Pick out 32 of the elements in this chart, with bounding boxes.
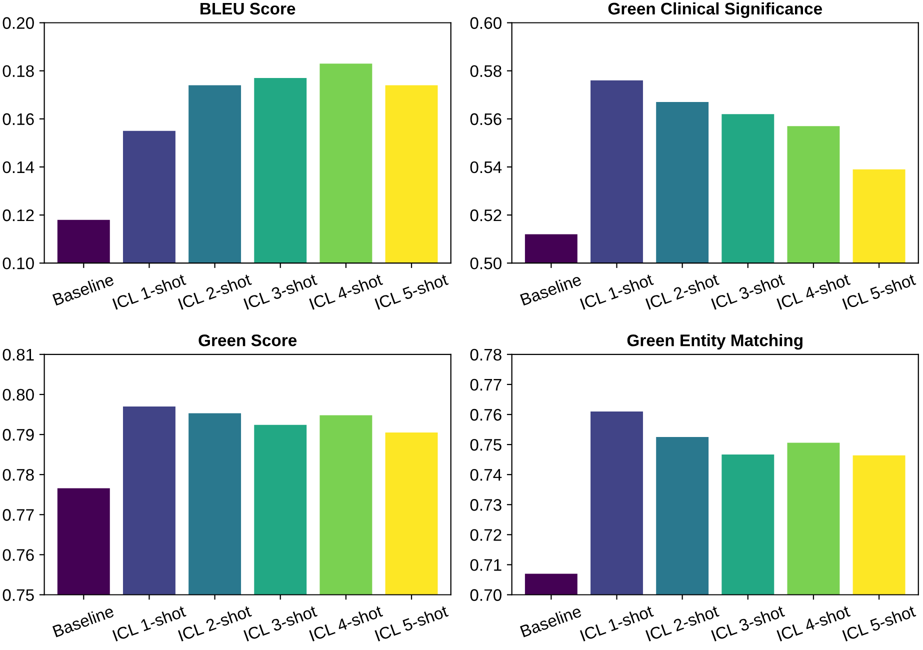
y-tick-label: 0.76 xyxy=(2,549,34,561)
y-tick-label: 0.78 xyxy=(2,468,34,481)
y-tick-label: 0.20 xyxy=(2,17,34,29)
y-tick-label: 0.52 xyxy=(470,209,502,222)
y-tick-label: 0.75 xyxy=(2,589,34,601)
y-tick-label: 0.78 xyxy=(470,348,502,361)
y-tick-label: 0.79 xyxy=(2,428,34,441)
y-tick-label: 0.12 xyxy=(2,209,34,222)
y-tick-label: 0.80 xyxy=(2,388,34,401)
y-tick-label: 0.77 xyxy=(470,378,502,391)
y-tick-label: 0.71 xyxy=(470,559,502,571)
chart-title: Green Score xyxy=(198,334,297,346)
y-tick-label: 0.16 xyxy=(2,113,34,126)
y-tick-label: 0.54 xyxy=(470,161,502,174)
y-tick-label: 0.81 xyxy=(2,348,34,361)
chart-title: BLEU Score xyxy=(200,2,296,15)
y-tick-label: 0.58 xyxy=(470,65,502,78)
y-tick-label: 0.77 xyxy=(2,509,34,521)
chart-title: Green Clinical Significance xyxy=(608,2,822,18)
y-tick-label: 0.14 xyxy=(2,161,34,174)
chart-title: Green Entity Matching xyxy=(627,334,802,350)
y-tick-label: 0.72 xyxy=(470,529,502,541)
y-tick-label: 0.76 xyxy=(470,408,502,421)
y-tick-label: 0.70 xyxy=(470,589,502,601)
y-tick-label: 0.50 xyxy=(470,257,502,270)
y-tick-label: 0.56 xyxy=(470,113,502,126)
y-tick-label: 0.73 xyxy=(470,499,502,511)
y-tick-label: 0.75 xyxy=(470,438,502,451)
y-tick-label: 0.10 xyxy=(2,257,34,270)
y-tick-label: 0.18 xyxy=(2,65,34,78)
y-tick-label: 0.74 xyxy=(470,468,502,481)
y-tick-label: 0.60 xyxy=(470,17,502,29)
